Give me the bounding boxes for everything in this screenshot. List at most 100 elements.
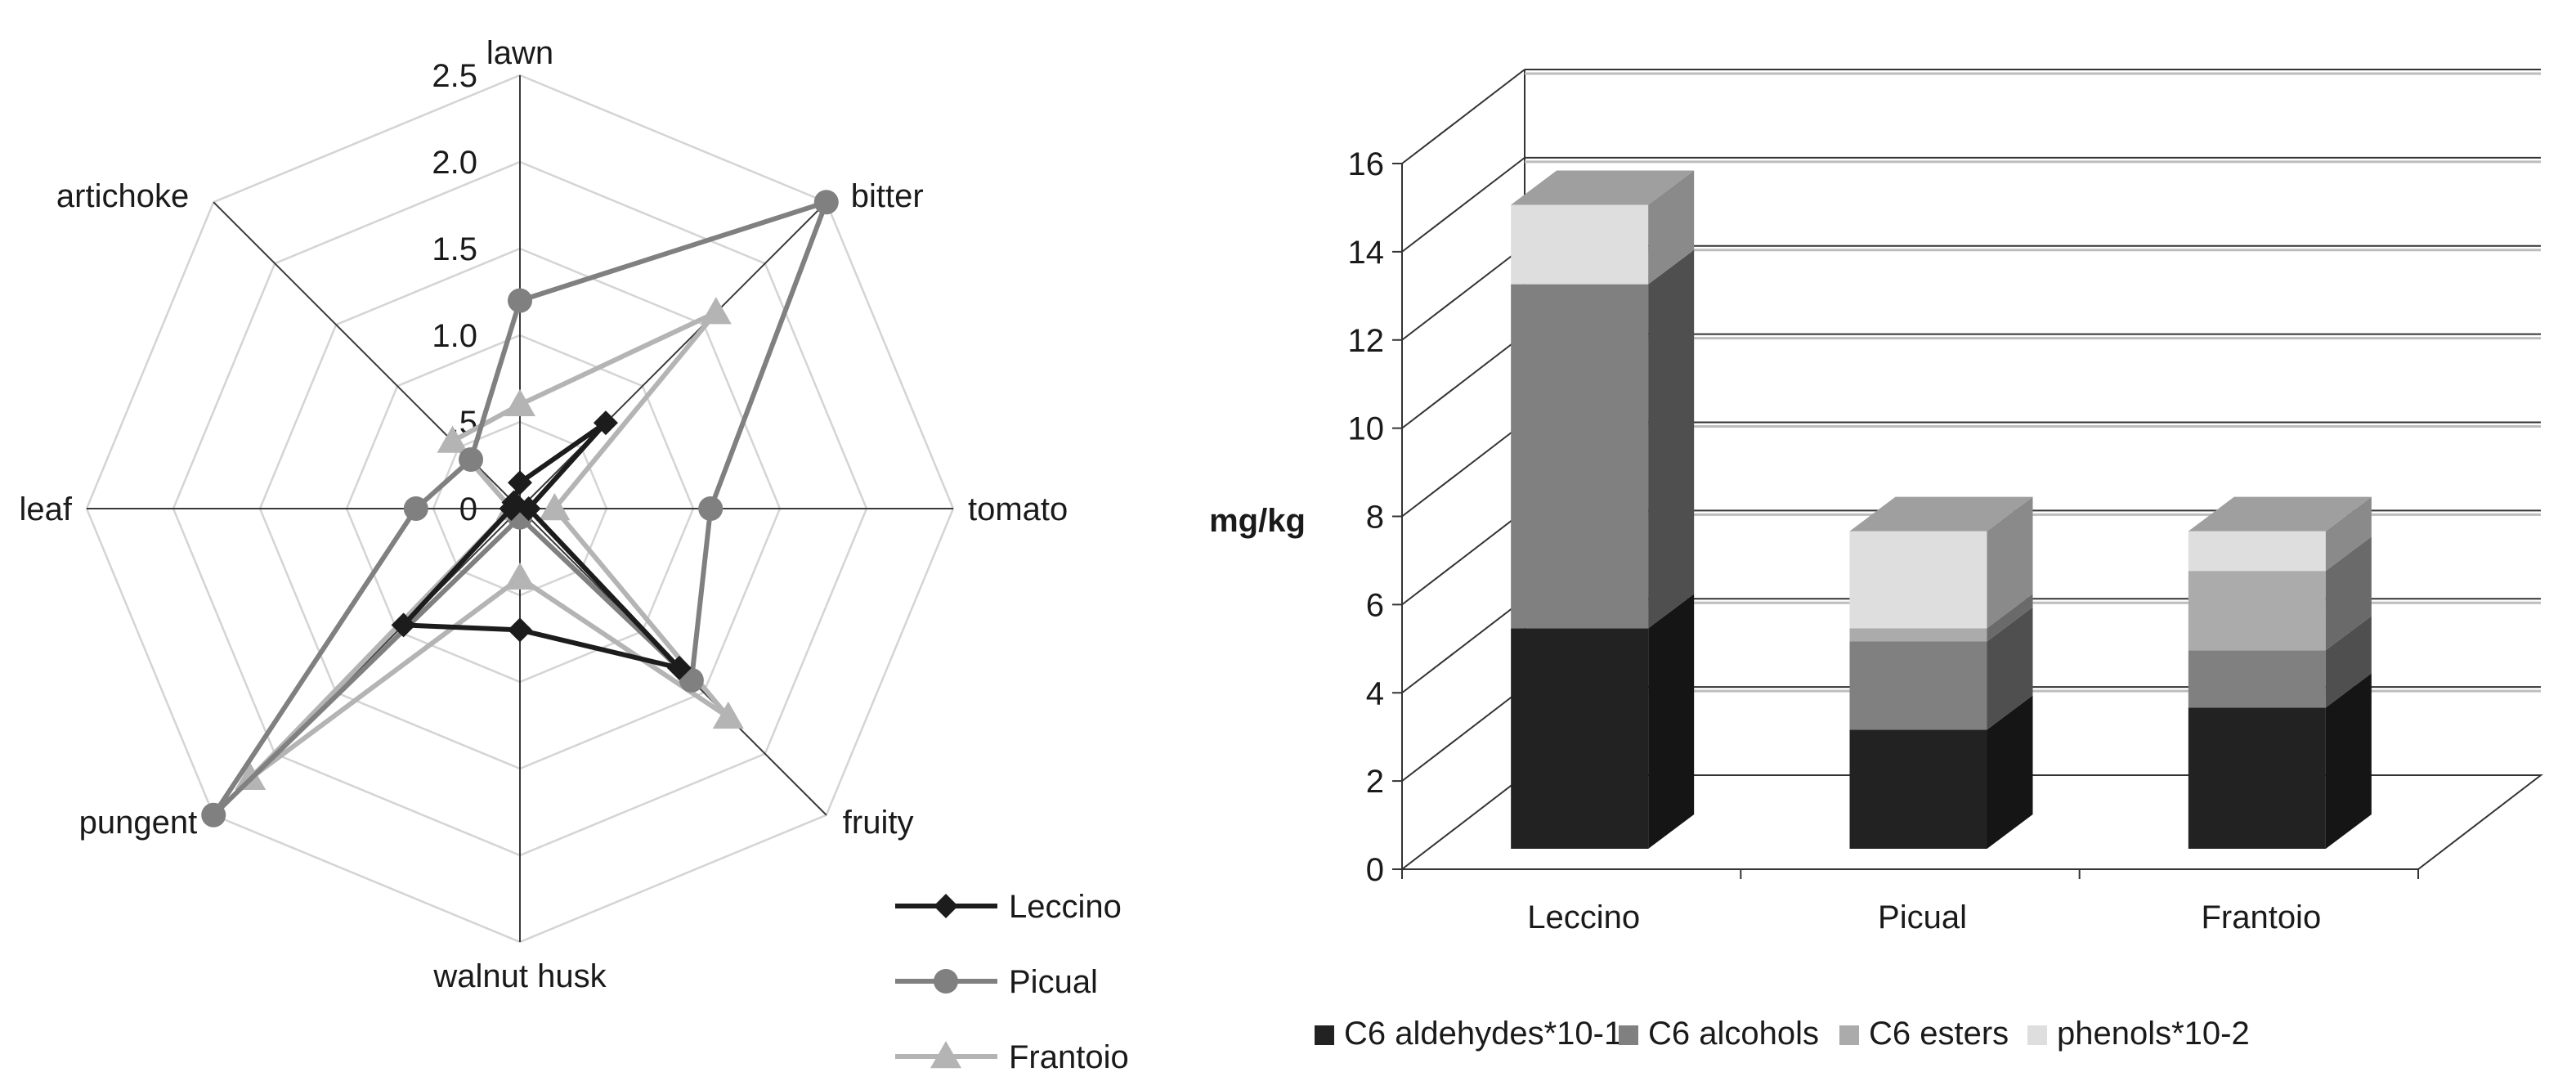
radar-tick-label: 1.5 <box>432 231 477 267</box>
bar-ytick-label: 14 <box>1348 235 1385 271</box>
bar-gridline-diag <box>1401 333 1525 429</box>
radar-axis-label-artichoke: artichoke <box>56 178 189 214</box>
bar-segment-picual-c6-aldehydes-10-1 <box>1849 729 1987 849</box>
radar-point-picual-lawn <box>508 288 532 313</box>
bar-ytick-label: 4 <box>1366 675 1384 711</box>
radar-point-leccino-walnut-husk <box>508 617 532 643</box>
bar-ytick-label: 6 <box>1366 587 1384 623</box>
bar-segment-leccino-c6-alcohols <box>1511 284 1649 629</box>
bar-category-label-frantoio: Frantoio <box>2201 899 2321 935</box>
bar-gridline-diag <box>1401 244 1525 341</box>
bar-side-frantoio-c6-alcohols <box>2325 616 2372 708</box>
radar-point-frantoio-tomato <box>539 493 571 521</box>
radar-point-picual-pungent <box>201 802 226 828</box>
radar-point-leccino-artichoke <box>501 490 526 515</box>
bar-ytick-label: 8 <box>1366 500 1384 536</box>
radar-tick-label: 2.0 <box>432 145 477 181</box>
bar-side-picual-phenols-10-2 <box>1987 496 2033 629</box>
bar-segment-picual-c6-esters <box>1849 628 1987 642</box>
bar-legend-swatch-phenols-10-2 <box>2027 1025 2047 1045</box>
radar-axis-label-leaf: leaf <box>20 491 73 527</box>
bar-top-leccino <box>1511 170 1695 205</box>
bar-legend-label-c6-aldehydes-10-1: C6 aldehydes*10-1 <box>1344 1016 1622 1052</box>
bar-side-frantoio-c6-aldehydes-10-1 <box>2325 673 2372 849</box>
radar-series-frantoio <box>235 297 744 791</box>
radar-point-leccino-bitter <box>593 410 618 436</box>
radar-point-leccino-fruity <box>666 655 692 680</box>
bar-ytick-label: 12 <box>1348 323 1385 359</box>
bar-segment-leccino-phenols-10-2 <box>1511 204 1649 285</box>
radar-chart: 0.51.01.52.02.5lawnbittertomatofruitywal… <box>20 35 1129 1075</box>
legend-marker-leccino <box>934 894 958 918</box>
bar-segment-leccino-c6-aldehydes-10-1 <box>1511 628 1649 849</box>
bar-gridline-diag <box>1401 598 1525 694</box>
bar-gridline-diag <box>1401 157 1525 253</box>
radar-point-leccino-lawn <box>508 470 532 496</box>
bar-gridline-diag <box>1401 509 1525 606</box>
radar-spoke-bitter <box>519 201 827 509</box>
radar-axis-label-bitter: bitter <box>851 178 924 214</box>
bar-legend-swatch-c6-alcohols <box>1619 1025 1638 1045</box>
bar-legend-label-c6-esters: C6 esters <box>1869 1016 2009 1052</box>
radar-point-picual-leaf <box>403 496 428 521</box>
bar-side-picual-c6-alcohols <box>1987 607 2033 730</box>
bar-legend-label-phenols-10-2: phenols*10-2 <box>2057 1016 2250 1052</box>
bar-segment-picual-phenols-10-2 <box>1849 531 1987 629</box>
radar-point-picual-tomato <box>698 496 724 521</box>
bar-side-leccino-c6-alcohols <box>1648 249 1695 629</box>
radar-point-frantoio-bitter <box>700 297 732 325</box>
bar-top-frantoio <box>2188 496 2372 532</box>
bar-stack-picual <box>1849 496 2033 849</box>
radar-tick-label: 2.5 <box>432 58 477 94</box>
bar-side-picual-c6-esters <box>1987 594 2033 642</box>
bar-segment-frantoio-c6-aldehydes-10-1 <box>2188 707 2326 849</box>
radar-axis-label-pungent: pungent <box>79 805 198 841</box>
bar-ytick-label: 2 <box>1366 764 1384 800</box>
bar-top-picual <box>1849 496 2033 532</box>
radar-point-frantoio-fruity <box>712 701 744 729</box>
legend-label-picual: Picual <box>1009 964 1098 1000</box>
radar-axis-label-tomato: tomato <box>968 491 1068 527</box>
radar-point-leccino-pungent <box>391 612 416 638</box>
legend-marker-picual <box>934 969 958 994</box>
legend-marker-frantoio <box>930 1041 961 1069</box>
radar-axis-label-lawn: lawn <box>486 35 553 71</box>
bar-ytick-label: 10 <box>1348 411 1385 447</box>
bar-stack-frantoio <box>2188 496 2372 849</box>
bar-legend-label-c6-alcohols: C6 alcohols <box>1648 1016 1819 1052</box>
bar-side-leccino-c6-aldehydes-10-1 <box>1648 594 1695 849</box>
bar-stack-leccino <box>1511 170 1695 849</box>
radar-tick-label: 0 <box>459 491 477 527</box>
bar-gridline-diag <box>1401 686 1525 782</box>
radar-point-picual-artichoke <box>459 447 484 473</box>
radar-point-frantoio-artichoke <box>437 425 468 453</box>
bar-ytick-label: 16 <box>1348 146 1385 182</box>
bar-segment-frantoio-phenols-10-2 <box>2188 531 2326 572</box>
bar-legend-swatch-c6-esters <box>1839 1025 1859 1045</box>
radar-point-frantoio-lawn <box>504 388 535 417</box>
legend-label-frantoio: Frantoio <box>1009 1039 1128 1075</box>
bar-legend: C6 aldehydes*10-1 C6 alcohols C6 esters phe… <box>1315 1016 2250 1052</box>
radar-point-picual-bitter <box>813 190 839 215</box>
radar-tick-label: 1.0 <box>432 318 477 354</box>
bar-category-label-leccino: Leccino <box>1527 899 1640 935</box>
bar-gridline-diag <box>1401 421 1525 518</box>
bar-ytick-label: 0 <box>1366 852 1384 888</box>
bar-gridline-diag <box>1401 69 1525 164</box>
radar-series-picual <box>201 190 839 828</box>
bar-segment-frantoio-c6-alcohols <box>2188 650 2326 708</box>
bar-segment-frantoio-c6-esters <box>2188 571 2326 651</box>
radar-axis-label-fruity: fruity <box>843 805 914 841</box>
bar-side-frantoio-phenols-10-2 <box>2325 496 2372 572</box>
radar-point-frantoio-walnut-husk <box>504 562 535 590</box>
bar-side-frantoio-c6-esters <box>2325 536 2372 651</box>
radar-series-leccino <box>391 410 692 680</box>
bar-y-axis-label: mg/kg <box>1209 503 1306 539</box>
radar-legend: Leccino Picual Frantoio <box>895 889 1128 1075</box>
bar-legend-swatch-c6-aldehydes-10-1 <box>1315 1025 1334 1045</box>
legend-label-leccino: Leccino <box>1009 889 1122 925</box>
bar-category-label-picual: Picual <box>1878 899 1967 935</box>
bar-segment-picual-c6-alcohols <box>1849 641 1987 730</box>
bar-side-picual-c6-aldehydes-10-1 <box>1987 695 2033 849</box>
radar-axis-label-walnut-husk: walnut husk <box>432 958 607 994</box>
